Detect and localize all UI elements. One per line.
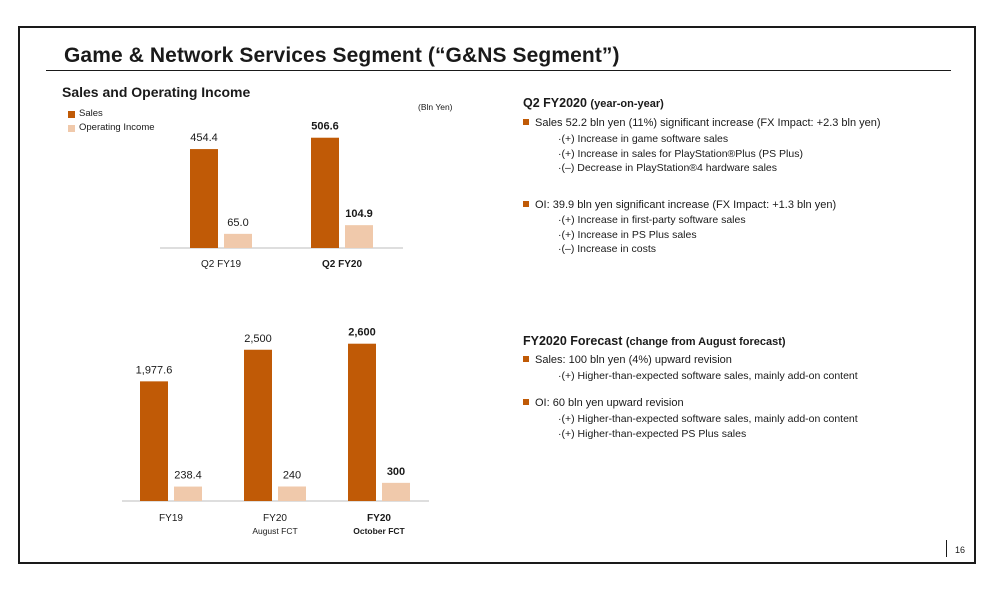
q2-sales-sub-1: ·(+) Increase in game software sales	[558, 133, 729, 145]
bullet-square-icon	[523, 355, 529, 362]
category-label: FY20	[263, 513, 287, 524]
category-sublabel: August FCT	[252, 526, 297, 536]
forecast-heading: FY2020 Forecast (change from August fore…	[523, 334, 963, 350]
legend-item-sales: Sales	[68, 107, 155, 121]
legend-swatch-operating-income	[68, 124, 75, 132]
legend-item-operating-income: Operating Income	[68, 121, 155, 135]
q2-bullet-sales-text: Sales 52.2 bln yen (11%) significant inc…	[535, 116, 881, 129]
bar-oi	[345, 225, 373, 248]
category-sublabel: October FCT	[353, 526, 405, 536]
category-label: Q2 FY20	[322, 259, 362, 270]
forecast-oi-sub-2: ·(+) Higher-than-expected PS Plus sales	[558, 427, 747, 440]
forecast-heading-paren: (change from August forecast)	[625, 336, 786, 348]
bar-oi	[224, 233, 252, 248]
data-label: 506.6	[311, 121, 339, 133]
forecast-heading-text: FY2020 Forecast	[523, 334, 623, 348]
legend-label-sales: Sales	[79, 108, 103, 119]
data-label: 2,500	[244, 333, 272, 345]
category-label: Q2 FY19	[201, 259, 241, 270]
slide-frame	[18, 26, 976, 564]
chart-legend: Sales Operating Income	[68, 107, 155, 135]
page-number-divider	[946, 540, 947, 557]
page-number: 16	[955, 545, 966, 555]
data-label: 454.4	[190, 132, 218, 144]
bar-sales	[140, 381, 168, 501]
forecast-oi-sub-1: ·(+) Higher-than-expected software sales…	[558, 413, 858, 425]
category-label: FY20	[367, 513, 391, 524]
category-label: FY19	[159, 513, 183, 524]
bullet-square-icon	[523, 398, 529, 405]
q2-sales-sub-2: ·(+) Increase in sales for PlayStation®P…	[558, 147, 803, 160]
forecast-bullet-sales: Sales: 100 bln yen (4%) upward revision	[523, 353, 963, 368]
q2-bullet-sales: Sales 52.2 bln yen (11%) significant inc…	[523, 116, 963, 131]
q2-oi-sub-1: ·(+) Increase in first-party software sa…	[558, 214, 746, 226]
q2-heading-paren: (year-on-year)	[590, 98, 664, 110]
bullet-square-icon	[523, 200, 529, 207]
q2-bullet-oi: OI: 39.9 bln yen significant increase (F…	[523, 198, 963, 213]
data-label: 104.9	[345, 208, 373, 220]
title-divider	[46, 70, 951, 71]
legend-label-operating-income: Operating Income	[79, 122, 155, 133]
forecast-sales-sub-1: ·(+) Higher-than-expected software sales…	[558, 370, 858, 382]
legend-swatch-sales	[68, 110, 75, 118]
forecast-bullet-sales-text: Sales: 100 bln yen (4%) upward revision	[535, 353, 732, 366]
q2-oi-sub-2: ·(+) Increase in PS Plus sales	[558, 228, 697, 241]
forecast-panel: FY2020 Forecast (change from August fore…	[523, 334, 963, 441]
bar-oi	[382, 482, 410, 501]
data-label: 2,600	[348, 327, 376, 339]
bar-oi	[174, 486, 202, 501]
forecast-bullet-oi-text: OI: 60 bln yen upward revision	[535, 396, 684, 409]
data-label: 1,977.6	[136, 364, 173, 376]
data-label: 240	[283, 469, 301, 481]
q2-bullet-oi-text: OI: 39.9 bln yen significant increase (F…	[535, 198, 837, 211]
q2-oi-sub-3: ·(–) Increase in costs	[558, 243, 657, 255]
q2-heading-text: Q2 FY2020	[523, 96, 587, 110]
q2-heading: Q2 FY2020 (year-on-year)	[523, 96, 963, 112]
bar-sales	[348, 343, 376, 501]
q2-panel: Q2 FY2020 (year-on-year) Sales 52.2 bln …	[523, 96, 963, 257]
bar-sales	[244, 349, 272, 501]
bar-sales	[311, 137, 339, 248]
unit-label: (Bln Yen)	[418, 102, 453, 112]
data-label: 300	[387, 466, 405, 478]
data-label: 65.0	[227, 217, 248, 229]
slide-title: Game & Network Services Segment (“G&NS S…	[64, 44, 620, 67]
forecast-bullet-oi: OI: 60 bln yen upward revision	[523, 396, 963, 411]
bar-sales	[190, 149, 218, 248]
bar-oi	[278, 486, 306, 501]
q2-sales-sub-3: ·(–) Decrease in PlayStation®4 hardware …	[558, 162, 778, 174]
data-label: 238.4	[174, 470, 202, 482]
chart-section-title: Sales and Operating Income	[62, 84, 251, 100]
bullet-square-icon	[523, 118, 529, 125]
